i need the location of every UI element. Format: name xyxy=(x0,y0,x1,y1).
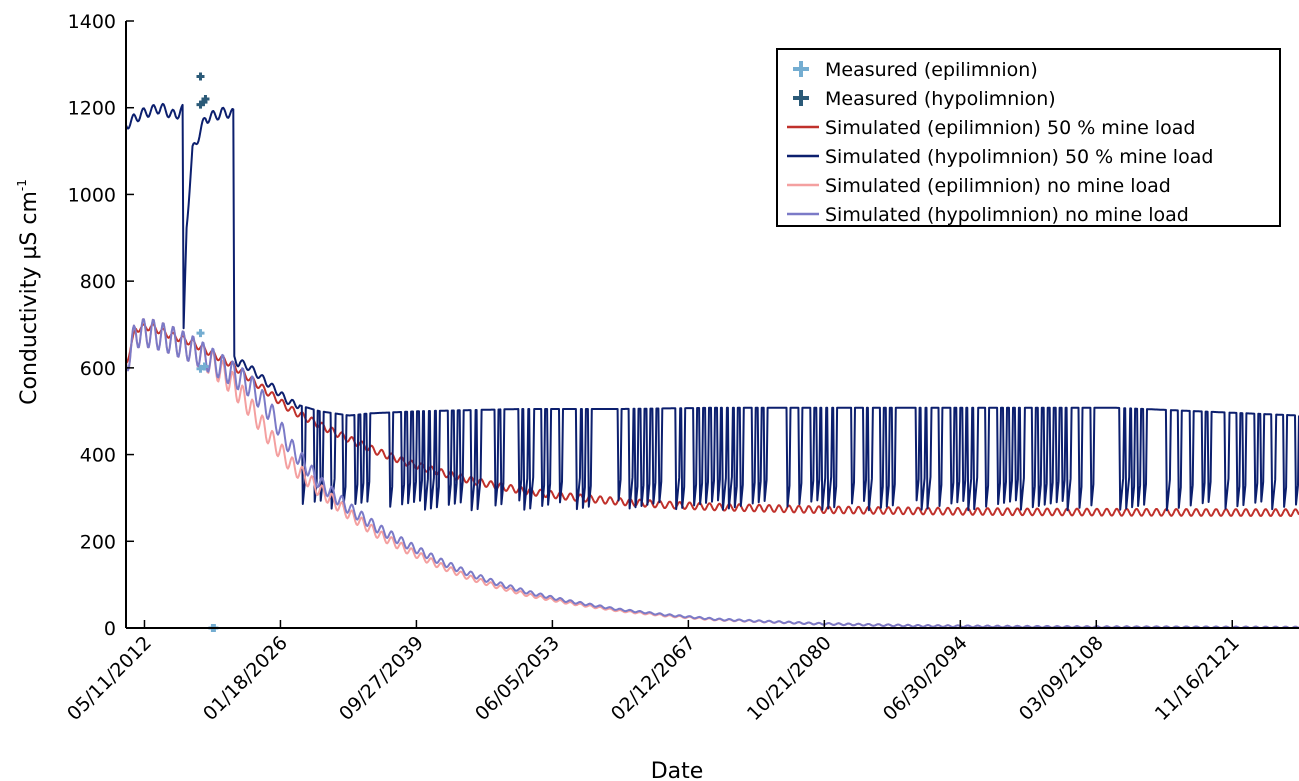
legend: Measured (epilimnion) Measured (hypolimni… xyxy=(776,48,1281,227)
y-tick-label: 200 xyxy=(80,531,116,553)
y-tick-label: 600 xyxy=(80,358,116,380)
x-tick-label: 02/12/2067 xyxy=(607,632,700,725)
series-line xyxy=(126,323,1299,517)
x-tick-label: 01/18/2026 xyxy=(199,632,292,725)
x-tick-label: 06/30/2094 xyxy=(879,632,972,725)
measured-point xyxy=(200,362,209,371)
measured-point xyxy=(196,329,205,338)
series-line xyxy=(126,102,1299,512)
legend-label: Simulated (hypolimnion) 50 % mine load xyxy=(825,146,1213,168)
x-tick-label: 03/09/2108 xyxy=(1015,632,1108,725)
y-axis-title: Conductivity µS cm-1 xyxy=(15,179,42,405)
legend-box xyxy=(776,48,1281,227)
x-tick-label: 09/27/2039 xyxy=(335,632,428,725)
legend-label: Measured (epilimnion) xyxy=(825,59,1038,81)
measured-point xyxy=(201,95,210,104)
legend-swatch xyxy=(793,61,809,77)
legend-swatch xyxy=(793,90,809,106)
legend-label: Measured (hypolimnion) xyxy=(825,88,1056,110)
legend-label: Simulated (epilimnion) no mine load xyxy=(825,175,1171,197)
legend-label: Simulated (epilimnion) 50 % mine load xyxy=(825,117,1195,139)
y-tick-label: 0 xyxy=(104,618,116,640)
x-axis-title: Date xyxy=(651,759,704,781)
x-tick-label: 11/16/2121 xyxy=(1151,632,1244,725)
measured-point xyxy=(196,72,205,81)
y-tick-label: 1400 xyxy=(68,11,116,33)
x-tick-label: 05/11/2012 xyxy=(63,632,156,725)
y-axis-title-superscript: -1 xyxy=(15,179,29,191)
y-tick-label: 1200 xyxy=(68,98,116,120)
legend-label: Simulated (hypolimnion) no mine load xyxy=(825,204,1189,226)
x-tick-label: 06/05/2053 xyxy=(471,632,564,725)
y-tick-label: 1000 xyxy=(68,184,116,206)
y-tick-label: 400 xyxy=(80,445,116,467)
x-tick-label: 10/21/2080 xyxy=(743,632,836,725)
svg-text:Conductivity µS cm-1: Conductivity µS cm-1 xyxy=(15,179,42,405)
y-axis-title-text: Conductivity µS cm xyxy=(17,191,42,405)
y-tick-label: 800 xyxy=(80,271,116,293)
